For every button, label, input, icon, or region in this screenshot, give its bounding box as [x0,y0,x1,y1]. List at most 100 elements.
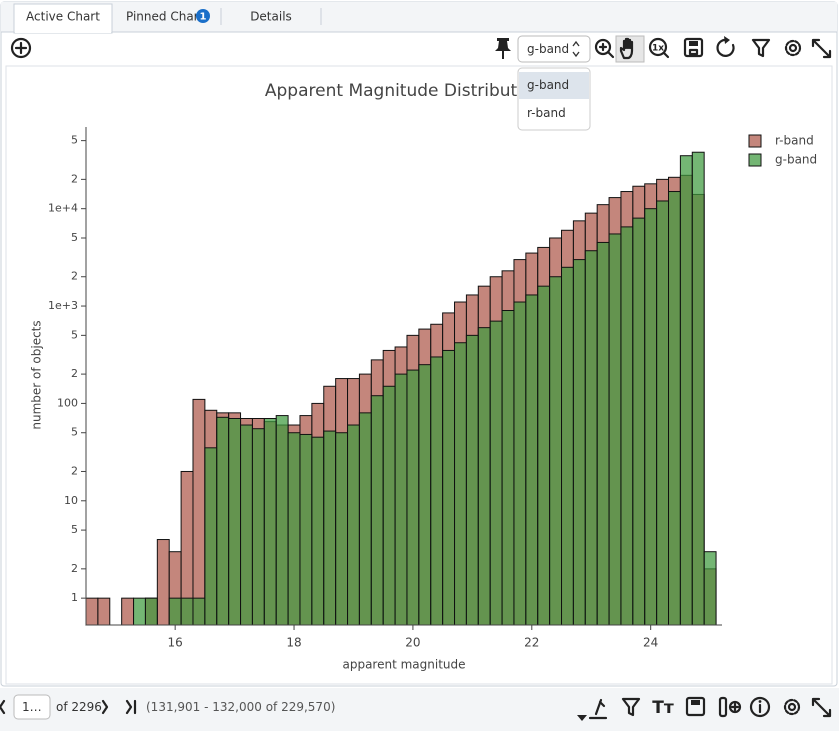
filter-button[interactable] [751,38,771,58]
page-input-value[interactable]: 1… [22,700,42,714]
y-tick-label: 100 [57,396,78,409]
restore-button[interactable] [716,36,735,57]
histogram-bar [168,597,182,626]
histogram-bar [97,597,111,626]
histogram-bar [240,424,253,626]
histogram-bar [85,597,99,626]
histogram-bar [584,250,598,626]
y-tick-label: 1e+3 [48,299,78,312]
row-range: (131,901 - 132,000 of 229,570) [146,700,335,714]
menu-highlight [519,72,589,99]
badge [196,9,210,23]
y-tick-label: 5 [71,328,78,341]
settings-button[interactable] [784,39,802,57]
page-count: of 2296 [56,700,102,714]
info-button[interactable] [749,696,771,718]
zoom-button[interactable] [594,38,615,59]
histogram-bar [263,417,277,626]
histogram-bar [251,428,265,626]
table-settings-button[interactable] [783,698,801,716]
histogram-bar [121,597,135,626]
histogram-bar [192,398,206,626]
add-chart-button[interactable] [10,37,32,59]
tab-label[interactable]: Details [250,10,292,24]
y-tick-label: 10 [64,494,78,507]
x-tick-label: 18 [286,636,301,650]
histogram-bar [442,349,456,626]
band-select[interactable] [517,35,591,63]
tab-label[interactable]: Active Chart [26,10,100,24]
histogram-bar [489,320,503,626]
y-tick-label: 5 [71,231,78,244]
save-table-button[interactable] [685,696,706,717]
active-tab[interactable] [13,3,113,34]
histogram-bar [133,597,146,626]
footer-bar [0,688,839,731]
y-tick-label: 5 [71,523,78,536]
text-view-button[interactable]: Tт [652,698,674,718]
reset-zoom-button[interactable]: 1x [648,37,670,59]
page-input[interactable] [13,694,51,720]
histogram-bar [311,436,325,626]
histogram-bar [513,301,527,626]
histogram-bar [347,424,360,626]
menu-item[interactable]: r-band [527,106,566,120]
y-tick-label: 5 [71,134,78,147]
histogram-bar [620,226,634,626]
histogram-bar [572,259,586,626]
save-button[interactable] [683,37,704,58]
classify-button[interactable] [577,698,608,721]
expand-table-button[interactable] [811,697,832,718]
histogram-bar [525,294,539,626]
histogram-bar [370,395,384,626]
menu-item[interactable]: g-band [527,78,569,92]
y-tick-label: 1e+4 [48,202,78,215]
x-tick-label: 16 [168,636,183,650]
expand-button[interactable] [811,38,832,59]
histogram-bar [216,416,230,626]
badge-count: 1 [200,12,207,23]
histogram-bar [537,285,551,626]
histogram-bar [358,412,372,626]
pin-button[interactable] [495,38,511,59]
histogram-bar [228,417,242,626]
tab-bar [1,2,837,32]
histogram-bar [418,364,432,626]
histogram-bar [549,276,563,626]
add-column-button[interactable] [718,696,742,718]
histogram-bar [382,385,396,626]
y-tick-label: 2 [71,172,78,185]
pan-button[interactable] [619,37,634,60]
filter-button[interactable] [621,697,641,717]
y-tick-label: 2 [71,270,78,283]
histogram-bar [596,241,610,626]
prev-page-button[interactable] [0,699,6,715]
x-tick-label: 20 [405,636,420,650]
histogram-bar [323,430,337,626]
histogram-bar [406,369,420,626]
histogram-bar [335,432,349,626]
tab-label[interactable]: Pinned Chart [126,10,204,24]
histogram-bar [299,433,313,626]
histogram-bar [275,415,289,626]
histogram-bar [394,373,408,626]
svg-text:1x: 1x [652,44,664,54]
last-page-button[interactable] [125,699,137,715]
histogram-bar [430,356,444,626]
histogram-bar [156,539,170,626]
histogram-bar [632,217,646,626]
histogram-bar [287,432,301,626]
band-menu: g-band r-band [517,67,591,131]
histogram-bar [656,200,670,626]
histogram-bar [608,233,622,626]
next-page-button[interactable] [101,699,109,715]
band-select-value[interactable]: g-band [527,42,569,56]
histogram-bar [180,597,194,626]
histogram-bar [679,155,693,626]
histogram-bar [465,334,479,626]
histogram-bar [644,208,658,626]
legend-label: g-band [775,153,817,167]
histogram-bar [691,151,705,626]
histogram-bar [144,597,158,626]
